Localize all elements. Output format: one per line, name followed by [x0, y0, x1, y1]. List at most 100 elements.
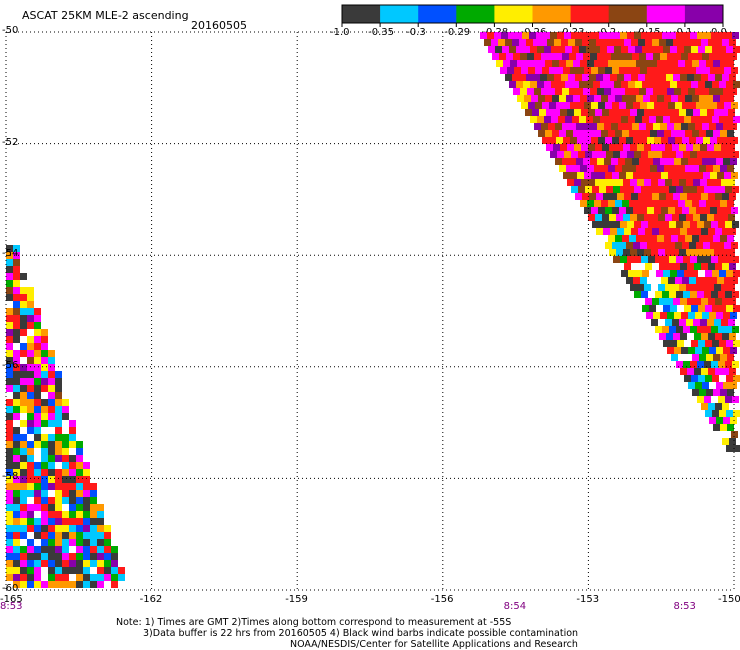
swath-cell — [97, 511, 104, 518]
swath-cell — [27, 532, 34, 539]
swath-cell — [76, 469, 83, 476]
swath-cell — [712, 305, 719, 312]
swath-cell — [6, 441, 13, 448]
swath-cell — [695, 53, 702, 60]
swath-cell — [662, 151, 669, 158]
swath-cell — [682, 102, 689, 109]
swath-cell — [633, 137, 640, 144]
swath-cell — [652, 263, 659, 270]
swath-cell — [715, 298, 722, 305]
swath-cell — [76, 504, 83, 511]
swath-cell — [594, 95, 601, 102]
swath-cell — [62, 448, 69, 455]
swath-cell — [712, 375, 719, 382]
swath-cell — [83, 469, 90, 476]
swath-cell — [20, 329, 27, 336]
swath-cell — [645, 193, 652, 200]
swath-cell — [703, 67, 710, 74]
swath-cell — [20, 343, 27, 350]
swath-cell — [726, 81, 733, 88]
swath-cell — [90, 532, 97, 539]
swath-cell — [678, 354, 685, 361]
swath-cell — [671, 95, 678, 102]
swath-cell — [690, 186, 697, 193]
swath-cell — [711, 326, 718, 333]
swath-cell — [624, 39, 631, 46]
swath-cell — [76, 441, 83, 448]
swath-cell — [27, 287, 34, 294]
swath-cell — [564, 151, 571, 158]
swath-cell — [705, 270, 712, 277]
swath-cell — [691, 81, 698, 88]
swath-cell — [55, 476, 62, 483]
swath-cell — [6, 574, 13, 581]
swath-cell — [569, 53, 576, 60]
swath-cell — [592, 32, 599, 39]
swath-cell — [503, 60, 510, 67]
swath-cell — [83, 504, 90, 511]
swath-cell — [619, 242, 626, 249]
swath-cell — [654, 207, 661, 214]
swath-cell — [13, 581, 20, 588]
swath-cell — [666, 298, 673, 305]
swath-cell — [41, 392, 48, 399]
swath-cell — [593, 116, 600, 123]
swath-cell — [664, 165, 671, 172]
swath-cell — [580, 130, 587, 137]
swath-cell — [90, 567, 97, 574]
lat-label: -54 — [2, 248, 19, 260]
swath-cell — [610, 39, 617, 46]
swath-cell — [668, 242, 675, 249]
swath-cell — [55, 581, 62, 588]
swath-cell — [619, 102, 626, 109]
swath-cell — [705, 81, 712, 88]
swath-cell — [69, 504, 76, 511]
swath-cell — [55, 448, 62, 455]
swath-cell — [654, 172, 661, 179]
swath-cell — [76, 511, 83, 518]
swath-cell — [587, 60, 594, 67]
swath-cell — [662, 221, 669, 228]
swath-cell — [20, 350, 27, 357]
swath-cells — [6, 32, 740, 588]
swath-cell — [97, 553, 104, 560]
swath-cell — [639, 123, 646, 130]
swath-cell — [567, 144, 574, 151]
swath-cell — [709, 158, 716, 165]
swath-cell — [697, 396, 704, 403]
swath-cell — [587, 165, 594, 172]
swath-cell — [566, 130, 573, 137]
colorbar-swatch — [342, 5, 381, 23]
swath-cell — [707, 109, 714, 116]
swath-cell — [553, 109, 560, 116]
swath-cell — [719, 375, 726, 382]
swath-cell — [659, 39, 666, 46]
time-label: 8:53 — [0, 601, 23, 612]
swath-cell — [550, 32, 557, 39]
swath-cell — [13, 371, 20, 378]
swath-cell — [690, 32, 697, 39]
swath-cell — [720, 165, 727, 172]
swath-cell — [615, 235, 622, 242]
swath-cell — [83, 553, 90, 560]
swath-cell — [20, 462, 27, 469]
swath-cell — [727, 235, 734, 242]
swath-cell — [732, 256, 739, 263]
swath-cell — [595, 144, 602, 151]
swath-cell — [41, 518, 48, 525]
swath-cell — [574, 144, 581, 151]
swath-cell — [48, 504, 55, 511]
swath-cell — [538, 60, 545, 67]
swath-cell — [683, 326, 690, 333]
swath-cell — [657, 60, 664, 67]
swath-cell — [20, 553, 27, 560]
swath-cell — [667, 312, 674, 319]
swath-cell — [13, 406, 20, 413]
swath-cell — [725, 221, 732, 228]
swath-cell — [637, 284, 644, 291]
swath-cell — [678, 130, 685, 137]
swath-cell — [617, 74, 624, 81]
swath-cell — [663, 270, 670, 277]
swath-cell — [606, 151, 613, 158]
swath-cell — [714, 284, 721, 291]
